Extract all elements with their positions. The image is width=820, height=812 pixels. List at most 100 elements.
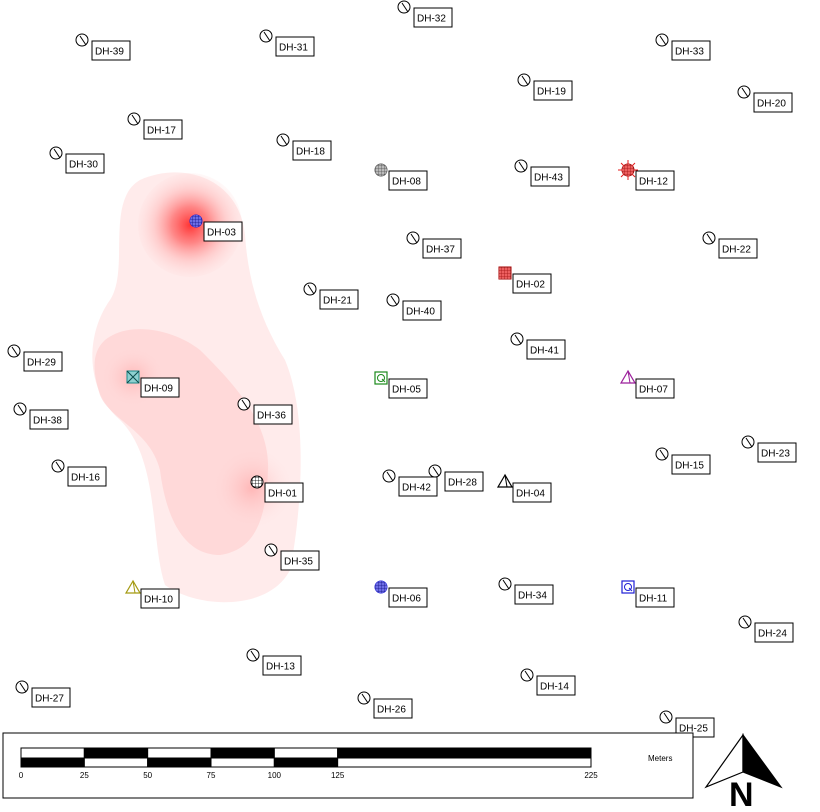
drillhole-label: DH-07 [639,385,668,396]
drillhole-dh-38[interactable]: DH-38 [13,402,69,430]
drillhole-dh-03[interactable]: DH-03 [189,214,243,242]
drillhole-label-box [143,119,183,140]
drillhole-label: DH-39 [95,47,124,58]
drillhole-label-box [319,289,359,310]
drillhole-dh-27[interactable]: DH-27 [15,680,71,708]
scale-tick-label: 25 [80,771,89,780]
inner-tail [381,378,386,383]
drillhole-standard-icon [51,459,65,473]
drillhole-dh-34[interactable]: DH-34 [498,577,554,605]
drillhole-standard-icon [386,293,400,307]
scale-segment-top [337,747,592,759]
drillhole-dh-10[interactable]: DH-10 [124,579,180,609]
drillhole-dh-19[interactable]: DH-19 [517,73,573,101]
drillhole-label-box [718,238,758,259]
drillhole-label-box [675,717,715,738]
drillhole-dh-12[interactable]: DH-12 [618,160,675,191]
circle-hatch-icon [375,581,387,593]
drillhole-trace-line [524,670,532,681]
drillhole-label: DH-12 [639,177,668,188]
drillhole-dh-02[interactable]: DH-02 [498,266,552,294]
scale-units-label: Meters [648,754,672,763]
drillhole-label-box [31,687,71,708]
drillhole-label-box [757,442,797,463]
drillhole-dh-36[interactable]: DH-36 [237,397,293,425]
drillhole-trace-line [502,579,510,590]
drillhole-standard-icon [738,615,752,629]
drillhole-standard-icon [510,332,524,346]
drillhole-standard-icon [517,73,531,87]
grid-overlay-icon [499,267,511,279]
drillhole-dh-04[interactable]: DH-04 [496,473,552,503]
drillhole-label: DH-29 [27,358,56,369]
drillhole-trace-line [79,35,87,46]
drillhole-trace-line [17,404,25,415]
hotspot-dh-03 [138,173,242,277]
drillhole-standard-icon [13,402,27,416]
drillhole-dh-07[interactable]: DH-07 [619,369,675,399]
drillhole-dh-13[interactable]: DH-13 [246,648,302,676]
drillhole-label: DH-42 [402,483,431,494]
drillhole-dh-23[interactable]: DH-23 [741,435,797,463]
drillhole-standard-icon [49,146,63,160]
drillhole-dh-21[interactable]: DH-21 [303,282,359,310]
drillhole-dh-37[interactable]: DH-37 [406,231,462,259]
scale-segment-top [20,747,85,759]
drillhole-dh-33[interactable]: DH-33 [655,33,711,61]
drillhole-dh-25[interactable]: DH-25 [659,710,715,738]
drillhole-dh-08[interactable]: DH-08 [374,163,428,191]
drillhole-label: DH-11 [639,594,668,605]
scale-segment-bottom [83,757,149,768]
drillhole-dh-06[interactable]: DH-06 [374,580,428,608]
drillhole-dh-35[interactable]: DH-35 [264,543,320,571]
drillhole-dh-05[interactable]: DH-05 [374,371,428,399]
drillhole-dh-16[interactable]: DH-16 [51,459,107,487]
drillhole-label-box [388,587,428,608]
drillhole-dh-01[interactable]: DH-01 [250,475,304,503]
drillhole-standard-icon [246,648,260,662]
drillhole-standard-icon [259,29,273,43]
drillhole-dh-17[interactable]: DH-17 [127,112,183,140]
drillhole-label: DH-10 [144,595,173,606]
drillhole-trace-line [268,545,276,556]
drillhole-dh-43[interactable]: DH-43 [514,159,570,187]
drillhole-label: DH-23 [761,449,790,460]
drillhole-dh-32[interactable]: DH-32 [397,0,453,28]
drillhole-label: DH-34 [518,591,547,602]
triangle-trace [132,580,136,594]
drillhole-standard-icon [520,668,534,682]
drillhole-dh-30[interactable]: DH-30 [49,146,105,174]
drillhole-dh-39[interactable]: DH-39 [75,33,131,61]
drillhole-trace-line [514,334,522,345]
drillhole-dh-14[interactable]: DH-14 [520,668,576,696]
drillhole-dh-28[interactable]: DH-28 [428,464,484,492]
drillhole-dh-18[interactable]: DH-18 [276,133,332,161]
drillhole-trace-line [361,693,369,704]
drillhole-label: DH-18 [296,147,325,158]
drillhole-label-box [292,140,332,161]
drillhole-dh-22[interactable]: DH-22 [702,231,758,259]
drillhole-dh-26[interactable]: DH-26 [357,691,413,719]
drillhole-dh-29[interactable]: DH-29 [7,344,63,372]
drillhole-label-box [65,153,105,174]
drillhole-standard-icon [75,33,89,47]
scale-tick-label: 100 [268,771,282,780]
drillhole-trace-line [410,233,418,244]
drillhole-label-box [514,584,554,605]
drillhole-dh-42[interactable]: DH-42 [382,469,438,497]
drillhole-dh-40[interactable]: DH-40 [386,293,442,321]
drillhole-label: DH-33 [675,47,704,58]
drillhole-dh-41[interactable]: DH-41 [510,332,566,360]
scale-tick-label: 125 [331,771,345,780]
drillhole-dh-20[interactable]: DH-20 [737,85,793,113]
drillhole-dh-09[interactable]: DH-09 [126,370,180,398]
drillhole-dh-15[interactable]: DH-15 [655,447,711,475]
drillhole-dh-24[interactable]: DH-24 [738,615,794,643]
drillhole-trace-line [131,114,139,125]
drillhole-standard-icon [655,447,669,461]
drillhole-dh-31[interactable]: DH-31 [259,29,315,57]
drillhole-dh-11[interactable]: DH-11 [621,580,675,608]
drillhole-label-box [671,40,711,61]
drillhole-standard-icon [15,680,29,694]
